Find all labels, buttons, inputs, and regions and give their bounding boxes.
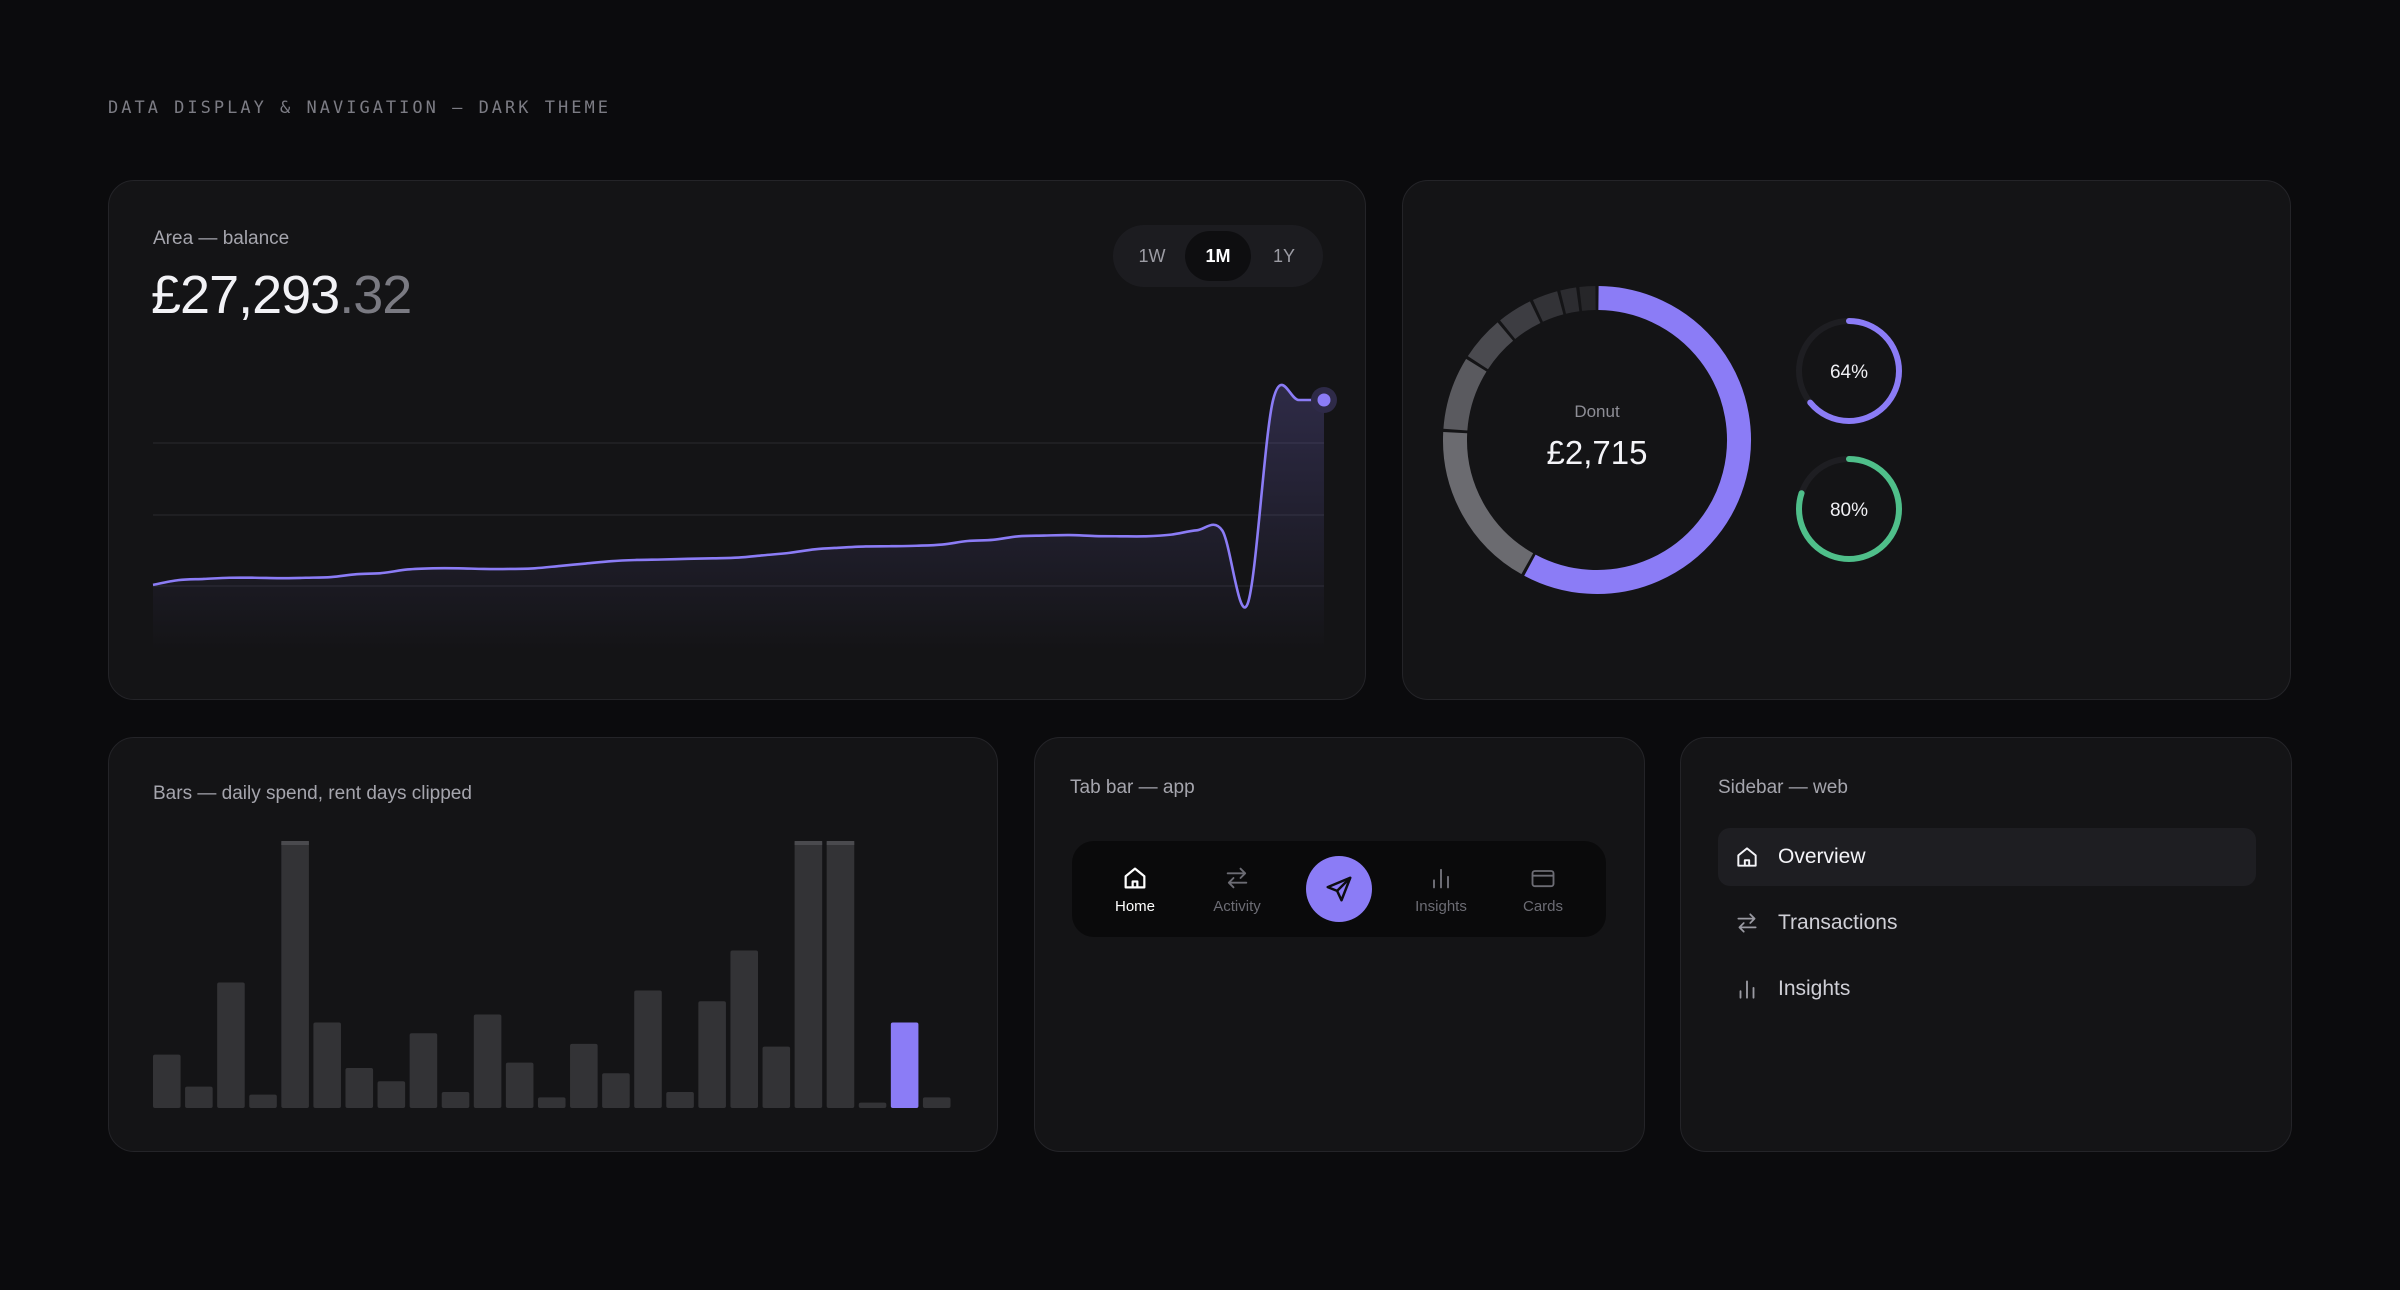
tab-home[interactable]: Home: [1084, 864, 1186, 915]
sidebar-item-transactions[interactable]: Transactions: [1718, 894, 2256, 952]
insights-icon: [1739, 980, 1755, 999]
card-icon: [1531, 869, 1555, 887]
sidebar-item-overview[interactable]: Overview: [1718, 828, 2256, 886]
bars: [153, 841, 951, 1108]
bar[interactable]: [634, 990, 662, 1108]
progress-ring-80-label: 80%: [1830, 500, 1868, 521]
bar[interactable]: [858, 1102, 887, 1108]
bar[interactable]: [602, 1073, 630, 1108]
range-1w-button[interactable]: 1W: [1138, 245, 1166, 266]
bar-chart: [153, 841, 951, 1108]
bar[interactable]: [505, 1062, 534, 1108]
sidebar-item-insights[interactable]: Insights: [1718, 960, 2256, 1018]
progress-ring-64-arc: [1796, 318, 1902, 424]
donut-segment-5[interactable]: [1532, 291, 1564, 322]
area-line: [152, 383, 1324, 609]
sidebar-item-label: Overview: [1778, 845, 1866, 868]
tab-home-label: Home: [1114, 897, 1155, 915]
donut-chart: Donut £2,715 64% 80%: [1443, 286, 1902, 594]
bar[interactable]: [281, 841, 309, 1108]
donut-center-label: Donut: [1574, 402, 1620, 421]
bar[interactable]: [730, 950, 759, 1108]
bar[interactable]: [537, 1097, 566, 1108]
tab-cards[interactable]: Cards: [1492, 864, 1594, 915]
send-fab[interactable]: [1306, 856, 1372, 922]
tab-bar-card-label: Tab bar — app: [1070, 777, 1195, 798]
tab-send[interactable]: [1288, 856, 1390, 922]
tab-bar-card: Tab bar — app Home Activity Insights Car…: [1034, 737, 1645, 1152]
bar[interactable]: [441, 1091, 470, 1108]
bar[interactable]: [217, 982, 245, 1108]
progress-ring-80: 80%: [1796, 456, 1902, 562]
donut-segment-4[interactable]: [1500, 301, 1541, 340]
tab-insights-label: Insights: [1415, 897, 1467, 915]
balance-decimal: .32: [339, 265, 412, 325]
sidebar-card: Sidebar — web Overview Transactions Insi…: [1680, 737, 2292, 1152]
bar-clipped-cap: [794, 841, 823, 845]
bar[interactable]: [185, 1086, 213, 1108]
sidebar-item-label: Transactions: [1778, 911, 1898, 934]
bar[interactable]: [762, 1046, 791, 1108]
sidebar-card-label: Sidebar — web: [1718, 777, 1848, 798]
balance-value: £27,293.32: [151, 264, 412, 326]
bar[interactable]: [666, 1091, 694, 1108]
range-1m-button[interactable]: 1M: [1185, 231, 1251, 281]
arrows-icon: [1226, 867, 1248, 888]
donut-segment-6[interactable]: [1560, 287, 1580, 314]
bar[interactable]: [698, 1001, 726, 1108]
tab-bar: Home Activity Insights Cards: [1072, 841, 1606, 937]
bar[interactable]: [153, 1054, 181, 1108]
arrows-icon: [1737, 913, 1757, 933]
tab-activity-label: Activity: [1213, 897, 1261, 915]
range-selector: 1W 1M 1Y: [1113, 225, 1323, 287]
bar[interactable]: [922, 1097, 951, 1108]
donut-segment-1[interactable]: [1443, 431, 1534, 575]
home-icon: [1737, 847, 1757, 867]
progress-ring-64: 64%: [1796, 318, 1902, 424]
bar[interactable]: [313, 1022, 341, 1108]
donut-card: Donut £2,715 64% 80%: [1402, 180, 2291, 700]
insights-icon: [1433, 868, 1449, 888]
bar[interactable]: [826, 841, 855, 1108]
area-card-label: Area — balance: [153, 228, 290, 249]
bar[interactable]: [473, 1014, 502, 1108]
bar-clipped-cap: [281, 841, 309, 845]
balance-main: £27,293: [151, 265, 340, 325]
donut-segment-3[interactable]: [1467, 322, 1514, 370]
bar[interactable]: [249, 1094, 277, 1108]
area-chart: [152, 383, 1337, 651]
sidebar-item-label: Insights: [1778, 977, 1851, 1000]
tab-activity[interactable]: Activity: [1186, 864, 1288, 915]
bar[interactable]: [409, 1033, 438, 1108]
donut-segment-7[interactable]: [1579, 286, 1596, 311]
tab-insights[interactable]: Insights: [1390, 864, 1492, 915]
donut-segment-2[interactable]: [1443, 358, 1487, 431]
progress-ring-80-arc: [1796, 456, 1902, 562]
area-end-point[interactable]: [1317, 393, 1331, 407]
tab-cards-label: Cards: [1522, 897, 1563, 915]
range-1y-button[interactable]: 1Y: [1272, 245, 1296, 266]
send-icon: [1326, 876, 1352, 902]
bar-clipped-cap: [826, 841, 855, 845]
area-chart-card: Area — balance £27,293.32 1W 1M 1Y: [108, 180, 1366, 700]
bar[interactable]: [345, 1067, 374, 1108]
bar[interactable]: [570, 1043, 598, 1108]
bars-card-label: Bars — daily spend, rent days clipped: [153, 783, 472, 804]
home-icon: [1124, 867, 1146, 888]
area-fill: [153, 384, 1324, 651]
bars-card: Bars — daily spend, rent days clipped: [108, 737, 998, 1152]
donut-segment-0[interactable]: [1524, 286, 1751, 594]
donut-segments: [1443, 286, 1751, 594]
bar-highlight[interactable]: [890, 1022, 919, 1108]
donut-center-value: £2,715: [1547, 434, 1648, 471]
bar[interactable]: [794, 841, 823, 1108]
progress-ring-64-label: 64%: [1830, 362, 1868, 383]
page-label: DATA DISPLAY & NAVIGATION — DARK THEME: [108, 98, 611, 118]
bar[interactable]: [377, 1081, 406, 1108]
